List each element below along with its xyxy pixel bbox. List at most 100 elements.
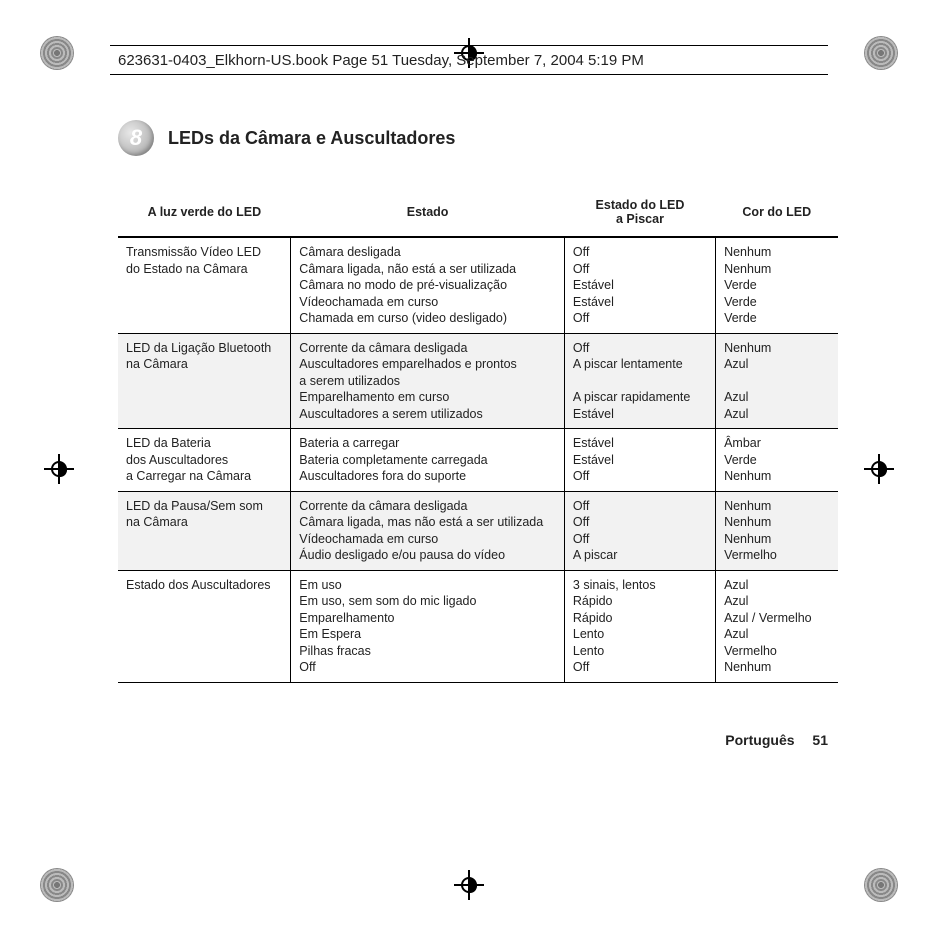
table-cell: Corrente da câmara desligadaAuscultadore…	[291, 333, 565, 429]
col-header-blink-l2: a Piscar	[570, 212, 709, 226]
footer-page-number: 51	[812, 732, 828, 748]
cell-line: Auscultadores fora do suporte	[299, 468, 556, 485]
cell-line: Corrente da câmara desligada	[299, 498, 556, 515]
cell-line: Transmissão Vídeo LED	[126, 244, 282, 261]
table-cell: LED da Ligação Bluetoothna Câmara	[118, 333, 291, 429]
cell-line: Azul	[724, 593, 830, 610]
cell-line: Off	[299, 659, 556, 676]
table-cell: Estado dos Auscultadores	[118, 570, 291, 682]
table-cell: OffA piscar lentamente A piscar rapidame…	[564, 333, 715, 429]
running-header: 623631-0403_Elkhorn-US.book Page 51 Tues…	[110, 45, 828, 75]
table-cell: ÂmbarVerdeNenhum	[716, 429, 838, 492]
cell-line: Câmara no modo de pré-visualização	[299, 277, 556, 294]
col-header-led: A luz verde do LED	[118, 190, 291, 237]
cell-line: Emparelhamento em curso	[299, 389, 556, 406]
cell-line: Azul	[724, 356, 830, 373]
table-cell: Câmara desligadaCâmara ligada, não está …	[291, 237, 565, 333]
col-header-blink: Estado do LED a Piscar	[564, 190, 715, 237]
cell-line: Off	[573, 514, 707, 531]
cell-line: A piscar lentamente	[573, 356, 707, 373]
cell-line: LED da Ligação Bluetooth	[126, 340, 282, 357]
cell-line: Azul / Vermelho	[724, 610, 830, 627]
cell-line: Vermelho	[724, 547, 830, 564]
section-title: LEDs da Câmara e Auscultadores	[168, 128, 455, 149]
cell-line: Verde	[724, 294, 830, 311]
cell-line	[724, 373, 830, 390]
cell-line: na Câmara	[126, 514, 282, 531]
cell-line: Off	[573, 244, 707, 261]
cell-line: Em Espera	[299, 626, 556, 643]
cell-line: Estável	[573, 277, 707, 294]
cell-line: Azul	[724, 406, 830, 423]
cell-line: Câmara ligada, não está a ser utilizada	[299, 261, 556, 278]
col-header-color: Cor do LED	[716, 190, 838, 237]
cell-line: Bateria a carregar	[299, 435, 556, 452]
table-cell: EstávelEstávelOff	[564, 429, 715, 492]
table-cell: Em usoEm uso, sem som do mic ligadoEmpar…	[291, 570, 565, 682]
cell-line: Verde	[724, 277, 830, 294]
cell-line: LED da Bateria	[126, 435, 282, 452]
table-cell: Transmissão Vídeo LEDdo Estado na Câmara	[118, 237, 291, 333]
table-cell: NenhumNenhumNenhumVermelho	[716, 491, 838, 570]
cell-line: a Carregar na Câmara	[126, 468, 282, 485]
cell-line: Off	[573, 261, 707, 278]
section-number-badge: 8	[118, 120, 154, 156]
cell-line: Azul	[724, 577, 830, 594]
table-cell: OffOffOffA piscar	[564, 491, 715, 570]
cell-line: Nenhum	[724, 468, 830, 485]
cell-line: Estável	[573, 452, 707, 469]
cell-line: Estável	[573, 294, 707, 311]
cell-line: Em uso	[299, 577, 556, 594]
col-header-blink-l1: Estado do LED	[570, 198, 709, 212]
cell-line: Off	[573, 340, 707, 357]
table-cell: OffOffEstávelEstávelOff	[564, 237, 715, 333]
cell-line: Azul	[724, 389, 830, 406]
led-status-table: A luz verde do LED Estado Estado do LED …	[118, 190, 838, 683]
cell-line: Estável	[573, 406, 707, 423]
cell-line: Nenhum	[724, 261, 830, 278]
table-cell: Corrente da câmara desligadaCâmara ligad…	[291, 491, 565, 570]
cell-line: Azul	[724, 626, 830, 643]
table-header-row: A luz verde do LED Estado Estado do LED …	[118, 190, 838, 237]
col-header-state: Estado	[291, 190, 565, 237]
running-header-text: 623631-0403_Elkhorn-US.book Page 51 Tues…	[118, 52, 644, 69]
cell-line: Em uso, sem som do mic ligado	[299, 593, 556, 610]
cell-line: Nenhum	[724, 340, 830, 357]
crop-rosette-icon	[40, 868, 74, 902]
cell-line: Vermelho	[724, 643, 830, 660]
cell-line: Estável	[573, 435, 707, 452]
crop-rosette-icon	[40, 36, 74, 70]
cell-line: Nenhum	[724, 498, 830, 515]
cell-line: Off	[573, 310, 707, 327]
cell-line: Auscultadores a serem utilizados	[299, 406, 556, 423]
table-cell: AzulAzulAzul / VermelhoAzulVermelhoNenhu…	[716, 570, 838, 682]
registration-mark-icon	[44, 454, 74, 484]
cell-line: Emparelhamento	[299, 610, 556, 627]
cell-line: Rápido	[573, 593, 707, 610]
cell-line: Vídeochamada em curso	[299, 294, 556, 311]
cell-line: Vídeochamada em curso	[299, 531, 556, 548]
cell-line: a serem utilizados	[299, 373, 556, 390]
crop-rosette-icon	[864, 36, 898, 70]
section-header: 8 LEDs da Câmara e Auscultadores	[118, 120, 838, 156]
cell-line: A piscar rapidamente	[573, 389, 707, 406]
table-row: Estado dos Auscultadores Em usoEm uso, se…	[118, 570, 838, 682]
table-cell: LED da Pausa/Sem somna Câmara	[118, 491, 291, 570]
cell-line: Estado dos Auscultadores	[126, 577, 282, 594]
table-row: LED da Bateriados Auscultadoresa Carrega…	[118, 429, 838, 492]
cell-line: Corrente da câmara desligada	[299, 340, 556, 357]
cell-line: Câmara desligada	[299, 244, 556, 261]
section-number: 8	[130, 125, 142, 151]
cell-line: Verde	[724, 310, 830, 327]
footer-language: Português	[725, 732, 794, 748]
cell-line: Nenhum	[724, 514, 830, 531]
table-row: LED da Ligação Bluetoothna CâmaraCorrent…	[118, 333, 838, 429]
cell-line: Áudio desligado e/ou pausa do vídeo	[299, 547, 556, 564]
cell-line	[573, 373, 707, 390]
cell-line: Verde	[724, 452, 830, 469]
cell-line: do Estado na Câmara	[126, 261, 282, 278]
cell-line: 3 sinais, lentos	[573, 577, 707, 594]
cell-line: Lento	[573, 626, 707, 643]
cell-line: Auscultadores emparelhados e prontos	[299, 356, 556, 373]
cell-line: Bateria completamente carregada	[299, 452, 556, 469]
